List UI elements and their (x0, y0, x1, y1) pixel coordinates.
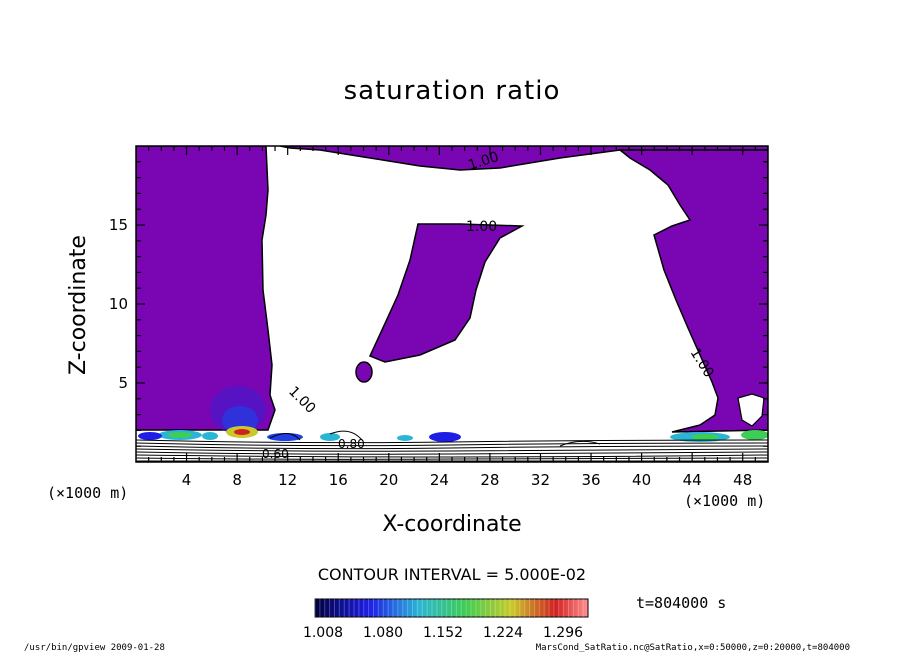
region-left (136, 146, 276, 431)
contour-label: 1.00 (466, 219, 497, 235)
x-tick-label: 24 (430, 471, 449, 489)
contour-label: 1.00 (285, 384, 318, 417)
contour-label: 0.80 (338, 437, 365, 451)
region-center (368, 223, 525, 363)
contour-label: 0.60 (262, 447, 289, 461)
x-tick-label: 36 (581, 471, 600, 489)
colorbar-tick-labels: 1.008 1.080 1.152 1.224 1.296 (303, 625, 583, 641)
y-tick-label: 15 (109, 216, 128, 234)
region-right (617, 149, 768, 433)
x-axis-label: X-coordinate (382, 512, 522, 537)
x-tick-label: 16 (329, 471, 348, 489)
tick-layer (136, 146, 768, 462)
footer-right: MarsCond_SatRatio.nc@SatRatio,x=0:50000,… (535, 643, 850, 653)
colorbar-tick-label: 1.008 (303, 625, 343, 641)
x-tick-label: 32 (531, 471, 550, 489)
y-axis-unit: (×1000 m) (47, 484, 129, 502)
x-tick-label: 40 (632, 471, 651, 489)
y-tick-label: 10 (109, 295, 128, 313)
region-right-hole (737, 393, 765, 427)
colorbar-tick-label: 1.296 (543, 625, 583, 641)
y-tick-label: 5 (118, 374, 128, 392)
colorbar-tick-label: 1.224 (483, 625, 523, 641)
contour-fill-layer (136, 146, 768, 462)
contour-labels: 1.00 1.00 1.00 1.00 0.60 0.80 (262, 149, 717, 461)
x-axis-unit: (×1000 m) (684, 492, 766, 510)
contour-interval: CONTOUR INTERVAL = 5.000E-02 (317, 565, 587, 584)
region-blob (355, 361, 373, 383)
colorbar (314, 598, 589, 618)
time-label: t=804000 s (636, 594, 727, 612)
x-tick-label: 48 (733, 471, 752, 489)
region-top (279, 146, 768, 171)
colorbar-tick-label: 1.080 (363, 625, 403, 641)
colorbar-tick-label: 1.152 (423, 625, 463, 641)
x-tick-label: 28 (480, 471, 499, 489)
x-tick-label: 8 (232, 471, 242, 489)
y-axis-label: Z-coordinate (66, 235, 91, 375)
footer-left: /usr/bin/gpview 2009-01-28 (24, 643, 165, 653)
x-tick-label: 12 (278, 471, 297, 489)
x-tick-label: 44 (683, 471, 702, 489)
x-tick-label: 20 (379, 471, 398, 489)
colorbar-stripes (314, 599, 584, 617)
chart-title: saturation ratio (343, 76, 561, 106)
x-tick-label: 4 (182, 471, 192, 489)
